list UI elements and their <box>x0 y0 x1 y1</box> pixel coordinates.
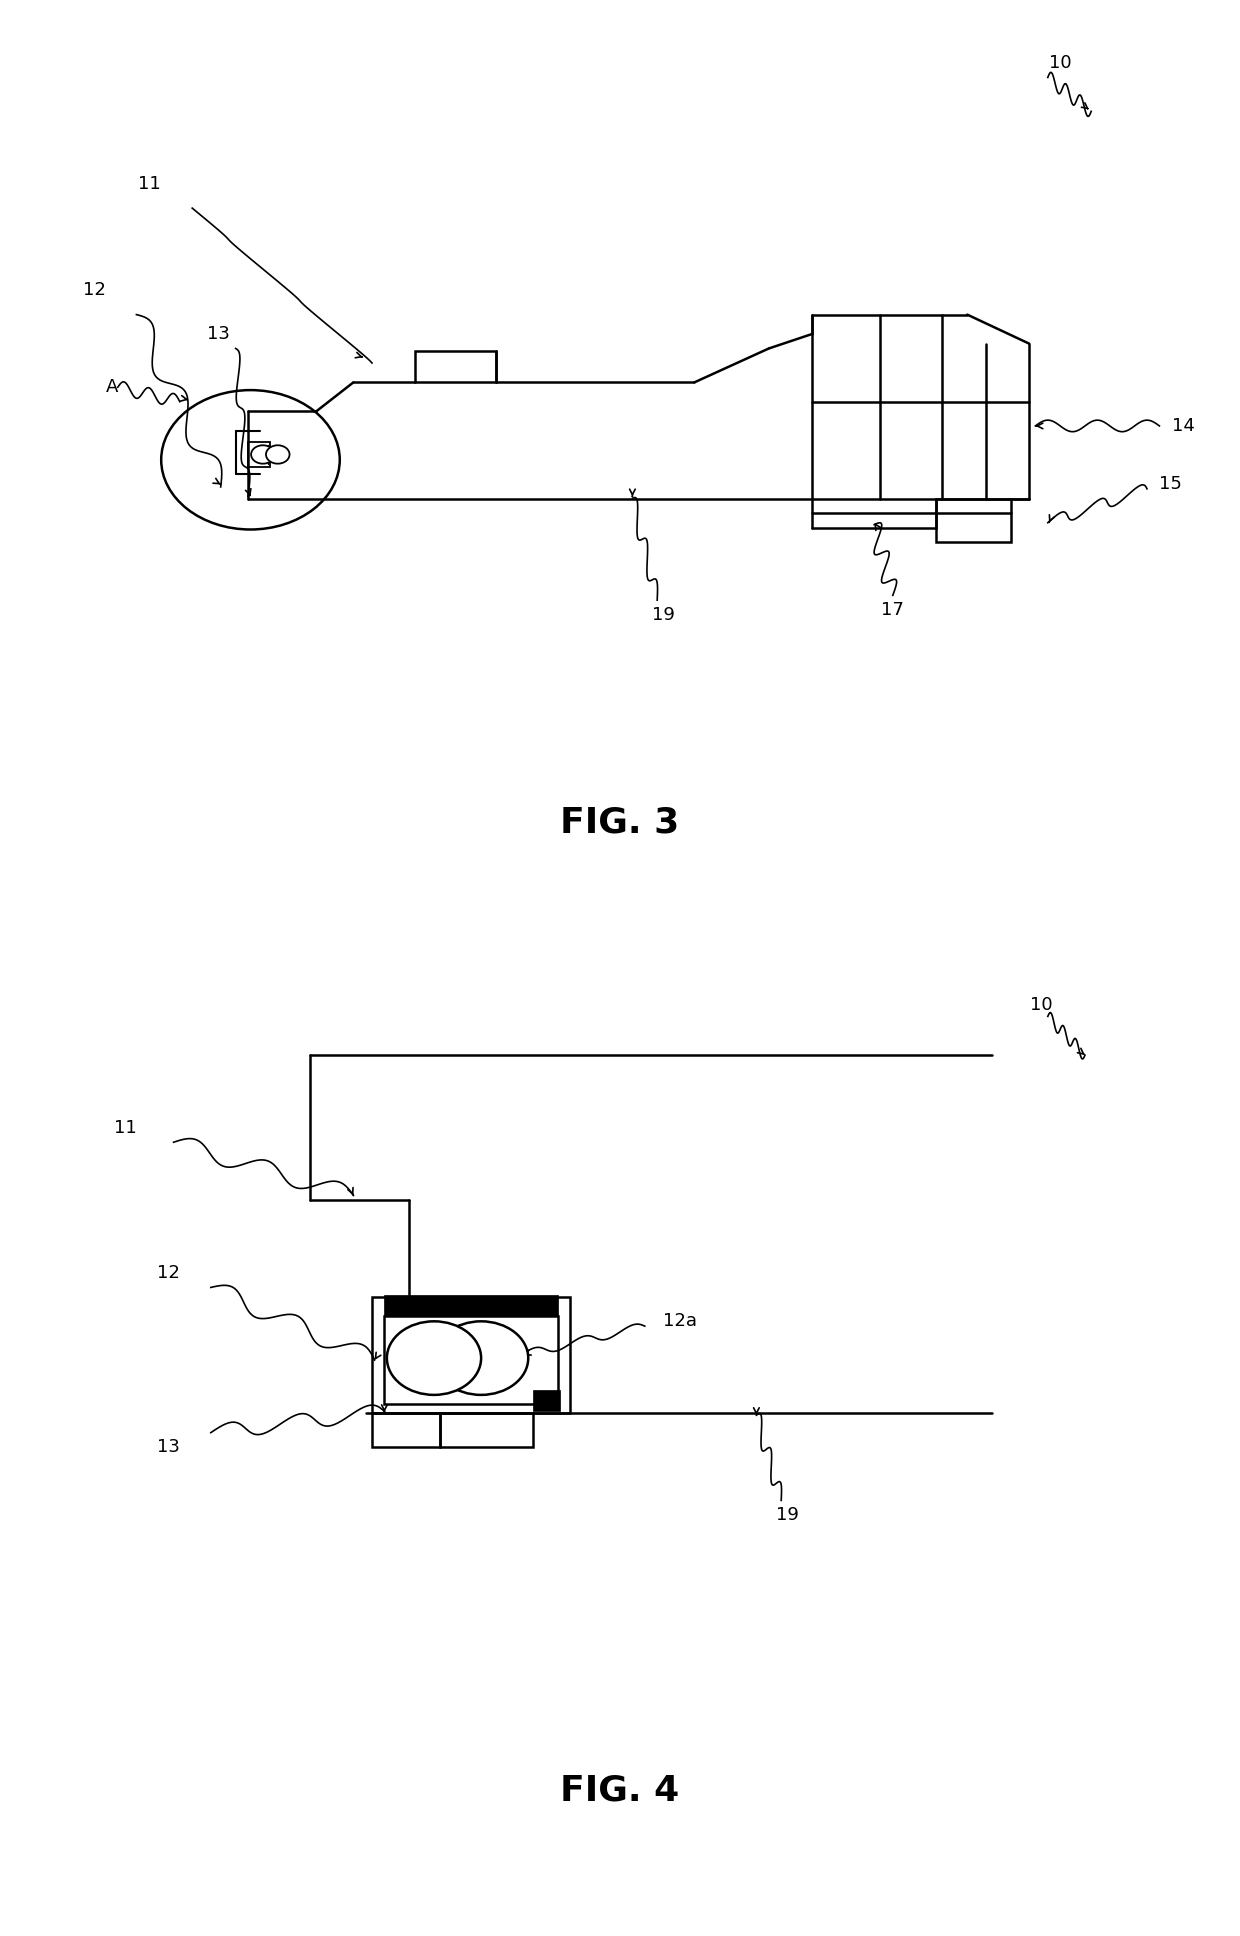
Bar <box>384 1316 558 1404</box>
Text: 19: 19 <box>776 1506 799 1524</box>
Text: FIG. 3: FIG. 3 <box>560 805 680 840</box>
Text: 19: 19 <box>652 606 675 623</box>
Text: FIG. 4: FIG. 4 <box>560 1773 680 1808</box>
Text: 12: 12 <box>83 281 105 300</box>
Text: 17: 17 <box>882 600 904 620</box>
Text: 13: 13 <box>157 1438 180 1456</box>
Circle shape <box>434 1320 528 1394</box>
Text: 10: 10 <box>1030 995 1053 1014</box>
Text: 15: 15 <box>1159 474 1182 494</box>
Text: 10: 10 <box>1049 54 1071 72</box>
Text: 13: 13 <box>207 325 229 343</box>
Bar <box>248 441 270 467</box>
Text: 11: 11 <box>139 174 161 194</box>
Bar <box>440 1413 533 1448</box>
Circle shape <box>250 445 274 465</box>
Text: A: A <box>105 378 118 397</box>
Bar <box>372 1413 440 1448</box>
Bar <box>936 498 1011 542</box>
Bar <box>384 1295 558 1316</box>
Circle shape <box>267 445 290 465</box>
Bar <box>415 350 496 381</box>
Text: 11: 11 <box>114 1119 136 1136</box>
Text: 12a: 12a <box>663 1313 697 1330</box>
Bar <box>533 1390 560 1411</box>
Bar <box>372 1297 570 1413</box>
Circle shape <box>387 1320 481 1394</box>
Text: 12: 12 <box>157 1264 180 1282</box>
Text: 14: 14 <box>1172 416 1194 436</box>
